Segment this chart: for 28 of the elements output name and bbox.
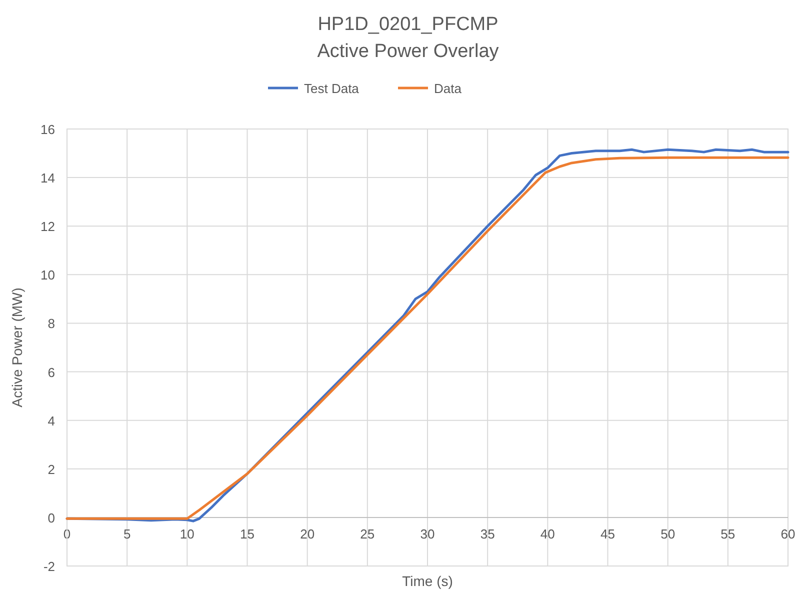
y-tick-label: 14 xyxy=(40,170,55,186)
x-tick-label: 45 xyxy=(600,526,615,542)
x-tick-label: 55 xyxy=(720,526,736,542)
x-tick-label: 15 xyxy=(240,526,254,542)
x-axis-title: Time (s) xyxy=(402,573,453,589)
x-tick-label: 5 xyxy=(123,526,131,542)
y-tick-label: 12 xyxy=(40,219,55,234)
legend-label: Data xyxy=(434,81,462,96)
y-tick-label: 4 xyxy=(48,413,55,428)
x-tick-label: 20 xyxy=(300,526,315,542)
x-tick-label: 50 xyxy=(660,526,676,542)
y-tick-label: -2 xyxy=(43,559,55,574)
x-tick-label: 25 xyxy=(360,526,375,542)
x-tick-label: 60 xyxy=(780,526,796,542)
y-tick-label: 10 xyxy=(40,268,55,283)
y-tick-label: 2 xyxy=(48,462,55,477)
x-tick-label: 40 xyxy=(540,526,555,542)
y-tick-label: 6 xyxy=(48,364,55,380)
x-tick-label: 30 xyxy=(420,526,435,542)
y-axis-title: Active Power (MW) xyxy=(9,288,25,408)
y-tick-label: 8 xyxy=(48,316,55,332)
legend-label: Test Data xyxy=(304,81,360,96)
x-tick-label: 10 xyxy=(180,526,194,542)
x-tick-label: 35 xyxy=(480,526,495,542)
chart-subtitle: Active Power Overlay xyxy=(317,41,500,62)
chart-title: HP1D_0201_PFCMP xyxy=(318,14,498,35)
y-tick-label: 16 xyxy=(40,122,55,137)
y-tick-label: 0 xyxy=(48,510,55,526)
